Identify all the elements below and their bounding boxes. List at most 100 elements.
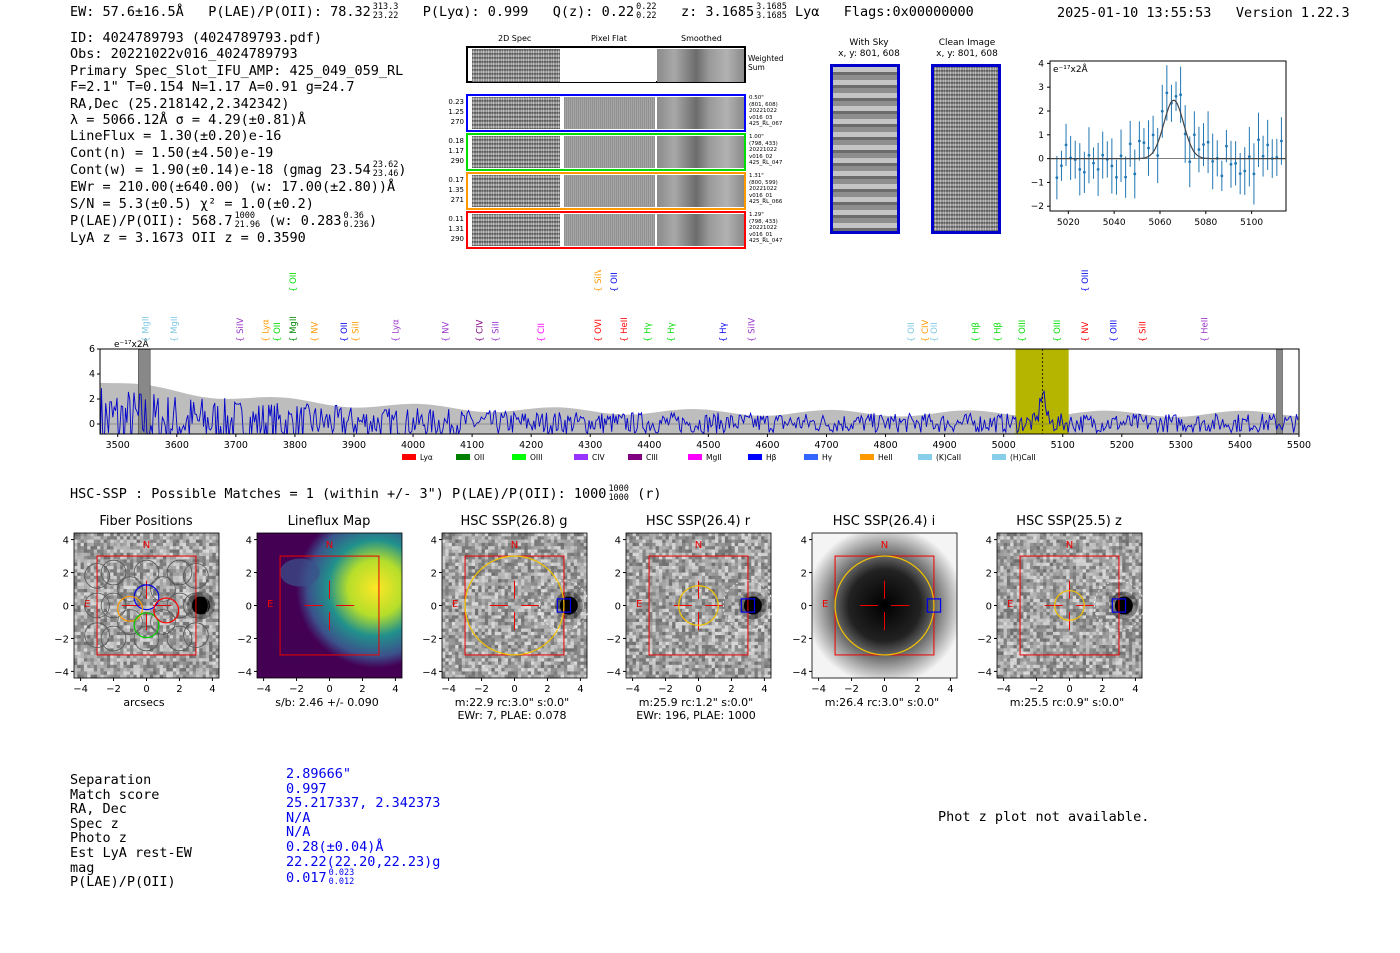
hsc-pixel: [149, 608, 154, 613]
hsc-pixel: [583, 539, 588, 544]
hsc-pixel: [577, 536, 581, 540]
hsc-pixel: [665, 536, 670, 540]
hsc-pixel: [583, 621, 588, 626]
legend-swatch-10: [992, 454, 1006, 460]
hsc-pixel: [172, 539, 177, 544]
hsc-pixel: [192, 595, 197, 600]
hsc-pixel: [474, 546, 479, 550]
hsc-pixel: [146, 536, 151, 540]
hsc-pixel: [767, 556, 772, 560]
hsc-pixel: [146, 549, 151, 554]
hsc-pixel: [192, 536, 197, 540]
spec-line-label-23: { OII: [907, 322, 917, 342]
hsc-pixel: [471, 661, 476, 666]
hsc-pixel: [527, 671, 532, 676]
hsc-pixel: [103, 608, 108, 613]
hsc-pixel: [537, 598, 542, 603]
hsc-pixel: [488, 565, 492, 570]
spec-xtick-label-5: 4000: [401, 440, 425, 451]
hsc-pixel: [682, 569, 686, 573]
hsc-pixel: [442, 648, 446, 652]
hsc-pixel: [761, 546, 765, 550]
hsc-pixel: [195, 635, 200, 639]
hsc-pixel: [176, 562, 180, 567]
hsc-pixel: [106, 651, 111, 656]
hsc-pixel: [504, 648, 509, 652]
hsc-pixel: [530, 612, 535, 616]
hsc-pixel: [136, 668, 141, 672]
hsc-pixel: [554, 671, 558, 676]
hsc-pixel: [563, 645, 568, 649]
hsc-pixel: [106, 552, 111, 557]
hsc-pixel: [573, 562, 578, 567]
hsc-pixel: [130, 592, 134, 596]
hsc-pixel: [504, 565, 509, 570]
hsc-pixel: [471, 651, 476, 656]
hsc-pixel: [521, 674, 525, 679]
hsc-panel-title-0: Fiber Positions: [99, 514, 193, 529]
hsc-pixel: [645, 549, 650, 554]
hsc-pixel: [537, 592, 542, 596]
hsc-pixel: [445, 635, 449, 639]
hsc-pixel: [570, 579, 575, 583]
hsc-pixel: [488, 542, 492, 547]
hsc-pixel: [550, 595, 555, 600]
hsc-pixel: [465, 572, 469, 577]
hsc-pixel: [80, 605, 85, 610]
hsc-pixel: [511, 592, 515, 596]
hsc-pixel: [639, 556, 643, 560]
hsc-pixel: [113, 595, 118, 600]
hsc-xtick-label: −2: [106, 684, 121, 695]
hsc-pixel: [215, 546, 220, 550]
hsc-pixel: [126, 565, 131, 570]
hsc-pixel: [573, 556, 578, 560]
hsc-pixel: [741, 539, 745, 544]
hsc-pixel: [113, 582, 118, 587]
hsc-pixel: [113, 621, 118, 626]
hsc-pixel: [169, 671, 174, 676]
hsc-pixel: [74, 585, 78, 590]
hsc-pixel: [87, 608, 91, 613]
hsc-pixel: [83, 595, 88, 600]
cutout-meta-1-4: 425_RL_047: [749, 160, 783, 166]
hsc-pixel: [577, 602, 581, 606]
hsc-pixel: [172, 638, 177, 643]
hsc-pixel: [100, 539, 104, 544]
hsc-pixel: [652, 539, 656, 544]
hsc-pixel: [461, 562, 466, 567]
hsc-pixel: [215, 579, 220, 583]
hsc-pixel: [90, 661, 95, 666]
hsc-pixel: [182, 658, 187, 662]
weighted-flat: [560, 49, 656, 82]
hsc-pixel: [521, 598, 525, 603]
spec-line-label-29: { OIII: [1053, 320, 1063, 342]
hsc-pixel: [461, 638, 466, 643]
spec-line-label-11: { NV: [441, 322, 451, 342]
hsc-pixel: [166, 654, 170, 659]
hsc-pixel: [133, 654, 137, 659]
hsc-pixel: [521, 615, 525, 619]
hsc-pixel: [189, 671, 193, 676]
hsc-pixel: [478, 658, 482, 662]
hsc-pixel: [195, 569, 200, 573]
hsc-pixel: [573, 621, 578, 626]
hsc-pixel: [209, 628, 213, 633]
hsc-pixel: [468, 638, 472, 643]
hsc-pixel: [215, 602, 220, 606]
hsc-pixel: [156, 559, 160, 563]
hsc-pixel: [488, 615, 492, 619]
hsc-pixel: [665, 552, 670, 557]
hsc-pixel: [580, 536, 585, 540]
hsc-pixel: [80, 654, 85, 659]
hsc-pixel: [521, 625, 525, 629]
hsc-pixel: [465, 608, 469, 613]
hsc-pixel: [550, 654, 555, 659]
hsc-pixel: [652, 556, 656, 560]
hsc-pixel: [146, 595, 151, 600]
hsc-pixel: [478, 641, 482, 646]
hsc-pixel: [202, 572, 207, 577]
hsc-pixel: [665, 559, 670, 563]
hsc-pixel: [678, 556, 683, 560]
hsc-pixel: [159, 635, 164, 639]
header-plae-range: 313.3 23.22: [372, 2, 399, 21]
